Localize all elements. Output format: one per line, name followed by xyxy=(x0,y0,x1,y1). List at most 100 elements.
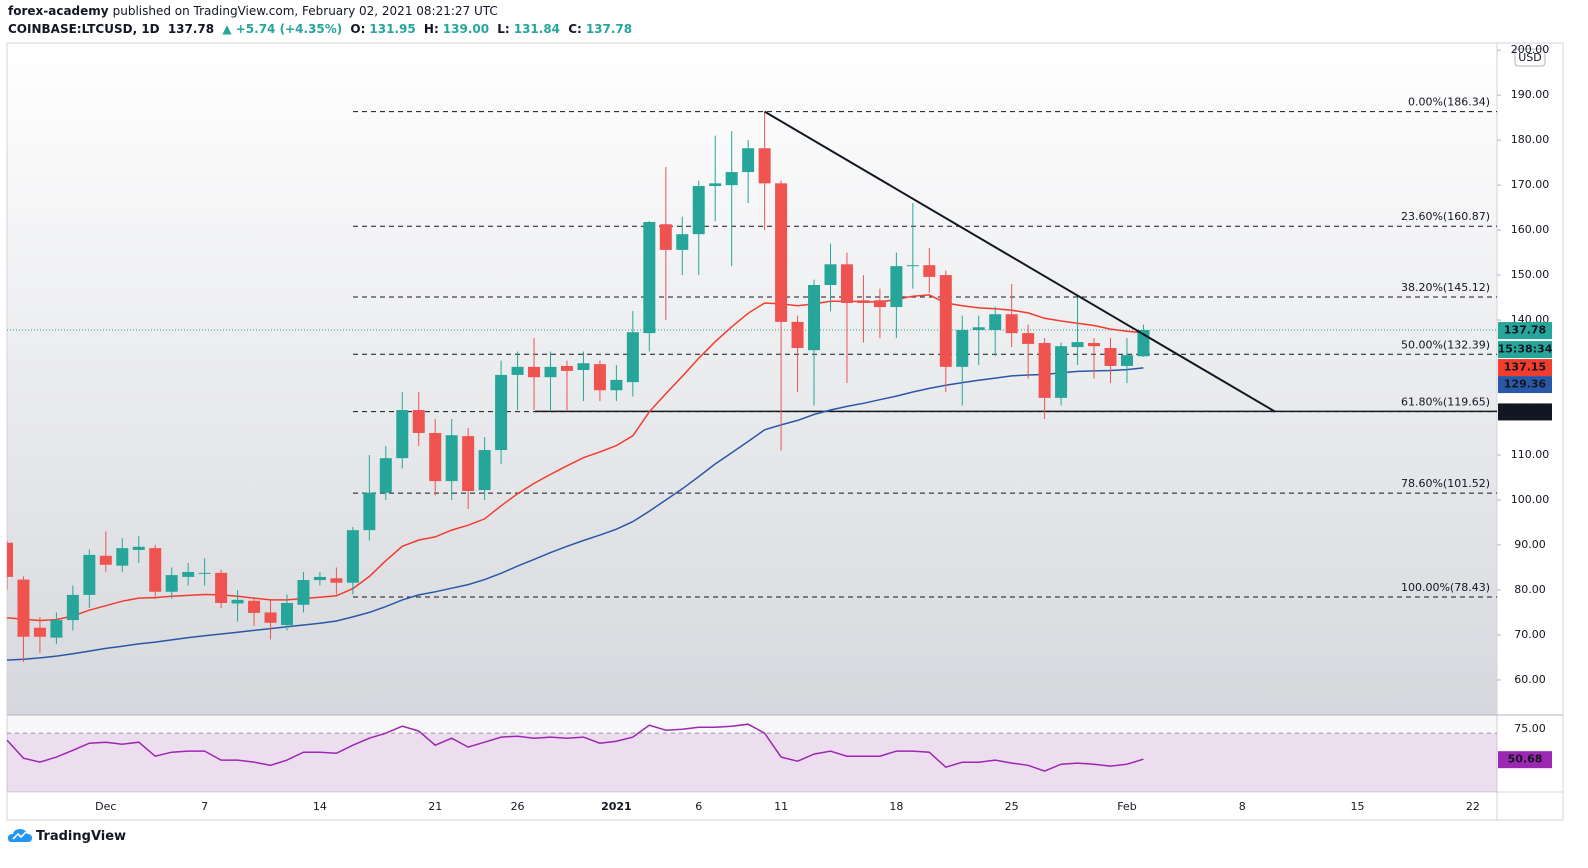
candle-body xyxy=(1071,342,1084,348)
candle-body xyxy=(906,265,919,267)
candle-body xyxy=(956,329,969,367)
candle-body xyxy=(33,627,46,637)
candle-body xyxy=(297,580,310,605)
candle-body xyxy=(379,458,392,493)
candle-body xyxy=(544,366,557,378)
ohlc-l-key: L: xyxy=(497,22,510,36)
layer: 60.00 70.00 80.00 90.00 100.00 110.00 140.00 15… xyxy=(95,43,1553,813)
candle-body xyxy=(528,366,541,378)
brand-logo xyxy=(8,829,32,842)
candle-body xyxy=(808,284,821,351)
fib-label: 61.80%(119.65) xyxy=(1401,396,1490,409)
y-tick-label: 150.00 xyxy=(1511,268,1550,281)
candle-body xyxy=(560,365,573,371)
x-tick-label: 2021 xyxy=(601,800,632,813)
candle-body xyxy=(182,571,195,577)
y-tick-label: 200.00 xyxy=(1511,43,1550,56)
candle-body xyxy=(1005,314,1018,334)
fib-label: 100.00%(78.43) xyxy=(1401,581,1490,594)
layer: 0.00%(186.34) 23.60%(160.87) 38.20%(145.12… xyxy=(7,96,1497,662)
candle-body xyxy=(215,572,228,603)
ohlc-o: 131.95 xyxy=(369,22,416,36)
candle-body xyxy=(775,183,788,322)
candle-body xyxy=(857,300,870,303)
candle-body xyxy=(511,366,524,375)
x-tick-label: 18 xyxy=(889,800,903,813)
candle-body xyxy=(429,432,442,482)
footer: TradingView xyxy=(8,828,126,844)
candle-body xyxy=(116,548,129,566)
candle-body xyxy=(890,266,903,308)
ma-slow-tag: 129.36 xyxy=(1504,378,1547,391)
y-tick-label: 60.00 xyxy=(1514,673,1546,686)
y-tick-label: 140.00 xyxy=(1511,313,1550,326)
ohlc-h: 139.00 xyxy=(442,22,490,36)
candle-body xyxy=(643,222,656,334)
candle-body xyxy=(873,300,886,308)
moving-average xyxy=(7,367,1144,661)
published: published on TradingView.com, February 0… xyxy=(112,4,498,18)
moving-average xyxy=(7,294,1144,622)
candle-body xyxy=(330,578,343,583)
candle-body xyxy=(923,265,936,277)
candle-body xyxy=(248,600,261,613)
candle-body xyxy=(462,436,475,491)
ma-fast-tag: 137.15 xyxy=(1504,361,1546,374)
candle-body xyxy=(791,321,804,348)
candle-body xyxy=(676,234,689,250)
currency-badge xyxy=(1514,48,1546,67)
support-tag-bg xyxy=(1498,403,1552,421)
y-tick-label: 90.00 xyxy=(1514,538,1546,551)
candle-body xyxy=(165,575,178,592)
ohlc-h-key: H: xyxy=(423,22,439,36)
candle-body xyxy=(742,148,755,173)
candle-body xyxy=(363,492,376,531)
candle-body xyxy=(824,264,837,285)
y-tick-label: 100.00 xyxy=(1511,493,1550,506)
candle-body xyxy=(1137,330,1150,357)
trend-line xyxy=(764,110,1276,413)
ohlc-o-key: O: xyxy=(350,22,366,36)
fib-label: 38.20%(145.12) xyxy=(1401,281,1490,294)
rsi-tag: 50.68 xyxy=(1508,753,1543,766)
fib-label: 23.60%(160.87) xyxy=(1401,210,1490,223)
candle-body xyxy=(577,363,590,371)
candle-body xyxy=(840,264,853,303)
candle-body xyxy=(313,576,326,581)
candle-body xyxy=(7,542,13,577)
last-price-tag: 137.78 xyxy=(1504,324,1546,337)
x-tick-label: 8 xyxy=(1239,800,1246,813)
author: forex-academy xyxy=(8,4,109,18)
fib-label: 78.60%(101.52) xyxy=(1401,477,1490,490)
symbol-line: COINBASE:LTCUSD, 1D 137.78 ▲ +5.74 (+4.3… xyxy=(8,22,636,36)
candle-body xyxy=(989,314,1002,330)
change: ▲ +5.74 (+4.35%) xyxy=(222,22,343,36)
candle-body xyxy=(396,410,409,459)
currency: USD xyxy=(1518,51,1542,64)
x-tick-label: 25 xyxy=(1005,800,1019,813)
candle-body xyxy=(99,555,112,565)
candle-body xyxy=(725,172,738,186)
candle-body xyxy=(659,224,672,250)
candle-body xyxy=(231,599,244,604)
candle-body xyxy=(264,612,277,623)
publish-line: forex-academy published on TradingView.co… xyxy=(8,4,502,18)
y-tick-label: 80.00 xyxy=(1514,583,1546,596)
x-tick-label: Dec xyxy=(95,800,116,813)
fib-label: 50.00%(132.39) xyxy=(1401,338,1490,351)
rsi-line xyxy=(7,723,1144,772)
x-tick-label: 14 xyxy=(313,800,327,813)
ohlc-c: 137.78 xyxy=(585,22,633,36)
y-tick-label: 70.00 xyxy=(1514,628,1546,641)
candle-body xyxy=(346,530,359,583)
y-tick-label: 160.00 xyxy=(1511,223,1550,236)
rsi-band xyxy=(7,733,1497,792)
symbol: COINBASE:LTCUSD, 1D xyxy=(8,22,160,36)
candle-body xyxy=(1038,343,1051,398)
ma-fast-tag-bg xyxy=(1498,359,1552,377)
candle-body xyxy=(610,379,623,391)
candle-body xyxy=(1120,355,1133,366)
rsi-tick-label: 75.00 xyxy=(1514,722,1546,735)
candle-body xyxy=(939,275,952,367)
